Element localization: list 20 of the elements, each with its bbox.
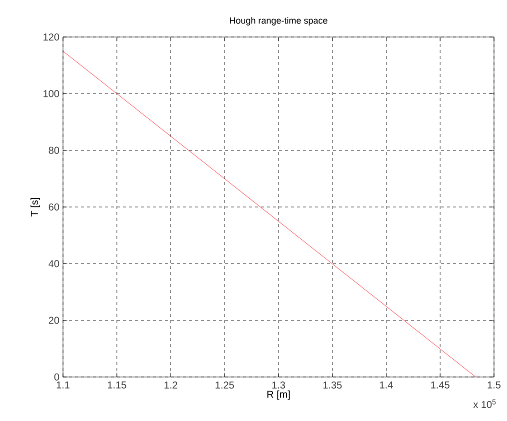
x-tick-label: 1.2 <box>164 382 178 388</box>
y-tick-label: 80 <box>48 146 60 154</box>
y-tick-label: 40 <box>48 260 60 268</box>
y-tick-label: 120 <box>44 33 60 41</box>
y-tick-label: 20 <box>48 316 60 324</box>
x-tick-label: 1.5 <box>488 382 501 388</box>
x-axis-title: R [m] <box>267 390 290 400</box>
x-tick-label: 1.45 <box>431 382 450 388</box>
y-tick-label: 0 <box>54 373 60 381</box>
x-tick-label: 1.25 <box>216 382 234 389</box>
x-tick-label: 1.4 <box>380 382 393 388</box>
x-tick-label: 1.1 <box>56 382 70 388</box>
x-tick-label: 1.15 <box>108 382 126 388</box>
x-tick-label: 1.3 <box>272 382 286 389</box>
text: x 10$^{5}$ <box>473 400 496 408</box>
y-axis-title: T [s] <box>30 198 40 216</box>
y-tick-label: 100 <box>44 90 60 98</box>
chart-title: Hough range-time space <box>230 17 328 26</box>
y-tick-label: 60 <box>48 203 60 211</box>
x-tick-label: 1.35 <box>323 382 342 389</box>
